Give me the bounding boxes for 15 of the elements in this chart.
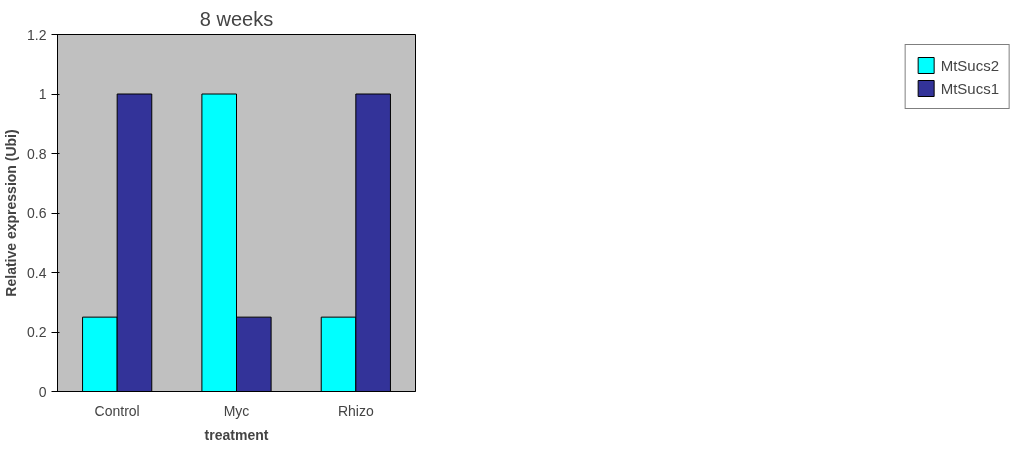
x-axis-title: treatment [204, 426, 269, 443]
y-tick-label: 0.2 [27, 324, 47, 340]
x-tick-label: Myc [223, 402, 250, 419]
y-tick-label: 0.8 [27, 145, 47, 162]
y-tick-label: 0.6 [27, 205, 47, 221]
y-tick-label: 1 [38, 86, 47, 102]
y-tick-label: 0 [38, 383, 47, 400]
y-axis-title: Relative expression (Ubi) [3, 129, 20, 297]
x-tick-label: Rhizo [337, 402, 374, 419]
legend-label: MtSucs2 [940, 56, 999, 74]
legend-label: MtSucs1 [940, 79, 999, 97]
y-tick-label: 0.4 [27, 264, 47, 281]
y-tick-label: 1.2 [27, 26, 47, 43]
x-tick-label: Control [94, 402, 140, 419]
chart-title: 8 weeks [199, 7, 274, 30]
